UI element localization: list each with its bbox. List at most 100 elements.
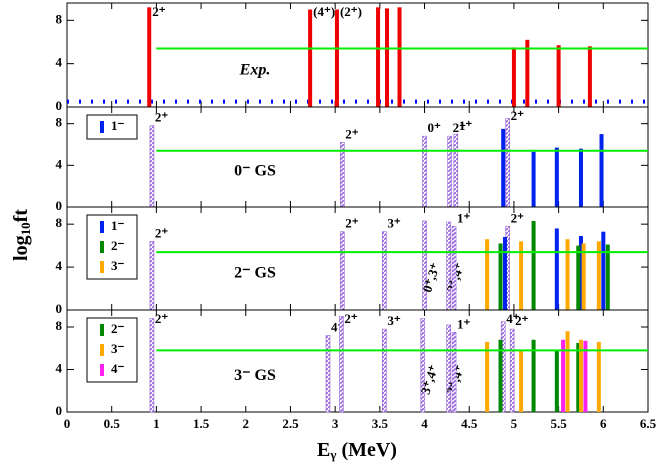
bar <box>565 331 570 412</box>
bar <box>554 228 559 310</box>
level-label: 1⁺ <box>459 118 473 133</box>
legend-swatch <box>100 344 104 356</box>
level-label: 2⁺ <box>345 126 359 141</box>
panel-frame <box>66 309 649 413</box>
legend-swatch <box>100 261 104 273</box>
y-tick-label: 4 <box>56 360 63 375</box>
bar <box>498 339 503 412</box>
y-axis-label: log10ft <box>10 209 33 261</box>
level-label: (2⁺) <box>340 4 362 19</box>
level-label: 2⁺ <box>345 216 359 231</box>
level-label: 3⁺ <box>387 313 401 328</box>
bar <box>578 235 583 310</box>
legend-label: 3⁻ <box>111 258 125 273</box>
legend-label: 2⁻ <box>111 238 125 253</box>
panel-label: 2⁻ GS <box>234 265 276 282</box>
y-tick-label: 8 <box>56 215 63 230</box>
x-tick-label: 0.5 <box>104 416 121 431</box>
y-tick-label: 0 <box>56 403 63 418</box>
bar <box>578 148 583 207</box>
bar <box>149 241 155 311</box>
legend-swatch <box>100 324 104 336</box>
bar <box>605 244 610 310</box>
bar <box>340 231 345 311</box>
y-tick-label: 0 <box>56 301 63 316</box>
bar <box>422 220 427 311</box>
y-tick-label: 4 <box>56 55 63 70</box>
legend-box <box>86 214 138 280</box>
bar <box>511 47 516 107</box>
level-label: 2⁺ <box>511 108 524 123</box>
y-label-main: log <box>10 235 32 261</box>
level-label: 1⁺ <box>457 316 471 331</box>
x-tick-label: 3 <box>332 416 339 431</box>
bar <box>519 350 524 412</box>
bar <box>561 339 566 412</box>
legend-label: 4⁻ <box>111 361 125 376</box>
x-label-main: E <box>317 439 330 461</box>
legend-box <box>86 317 138 383</box>
level-label: 2⁺ <box>453 120 467 135</box>
panel-label: Exp. <box>239 61 271 78</box>
bar <box>531 220 536 310</box>
level-label: 2⁺ <box>515 313 529 328</box>
bar <box>498 243 503 310</box>
panel-label: 0⁻ GS <box>234 163 276 180</box>
bar <box>581 243 586 310</box>
bar <box>531 151 536 207</box>
bar <box>334 9 339 107</box>
y-tick-label: 4 <box>56 258 63 273</box>
bar <box>525 39 530 108</box>
bar <box>596 241 601 310</box>
bar <box>451 226 457 311</box>
level-label: 1⁺ <box>457 210 471 225</box>
x-tick-label: 4.5 <box>461 416 478 431</box>
level-label: 2⁺ <box>155 311 169 326</box>
bar <box>340 142 345 208</box>
y-tick-label: 8 <box>56 11 63 26</box>
bar <box>384 8 389 108</box>
x-tick-label: 1.5 <box>193 416 210 431</box>
legend-label: 3⁻ <box>111 341 125 356</box>
bar <box>451 332 457 413</box>
legend-label: 1⁻ <box>111 118 125 133</box>
bar <box>509 328 515 413</box>
bar <box>554 147 559 207</box>
legend-swatch <box>100 121 104 133</box>
bar <box>147 7 152 107</box>
y-label-tail: ft <box>10 209 32 223</box>
y-tick-label: 0 <box>56 198 63 213</box>
legend-label: 1⁻ <box>111 218 125 233</box>
level-label: 2⁺ <box>155 110 169 125</box>
bar <box>308 9 313 107</box>
bar <box>382 328 387 413</box>
bar <box>422 135 427 208</box>
x-tick-label: 6 <box>600 416 607 431</box>
legend-swatch <box>100 364 104 376</box>
bar <box>576 245 581 310</box>
bar <box>453 133 459 208</box>
legend-swatch <box>100 221 104 233</box>
level-label: 2⁺ <box>152 4 166 19</box>
x-tick-label: 3.5 <box>372 416 389 431</box>
x-tick-label: 4 <box>421 416 428 431</box>
bar <box>519 241 524 310</box>
bar <box>554 350 559 412</box>
bar <box>578 339 583 412</box>
panel-label: 3⁻ GS <box>234 367 276 384</box>
bar <box>576 342 581 412</box>
bar <box>397 7 402 107</box>
level-label: 0⁺ <box>428 120 442 135</box>
bar <box>502 237 507 310</box>
y-label-sub: 10 <box>18 222 33 235</box>
bar <box>420 318 426 413</box>
bar <box>599 134 604 207</box>
bar <box>149 318 155 413</box>
bar <box>556 45 561 107</box>
bar <box>376 7 381 107</box>
bar <box>565 239 570 310</box>
level-label: 3⁺ <box>387 216 401 231</box>
bar <box>149 125 155 208</box>
